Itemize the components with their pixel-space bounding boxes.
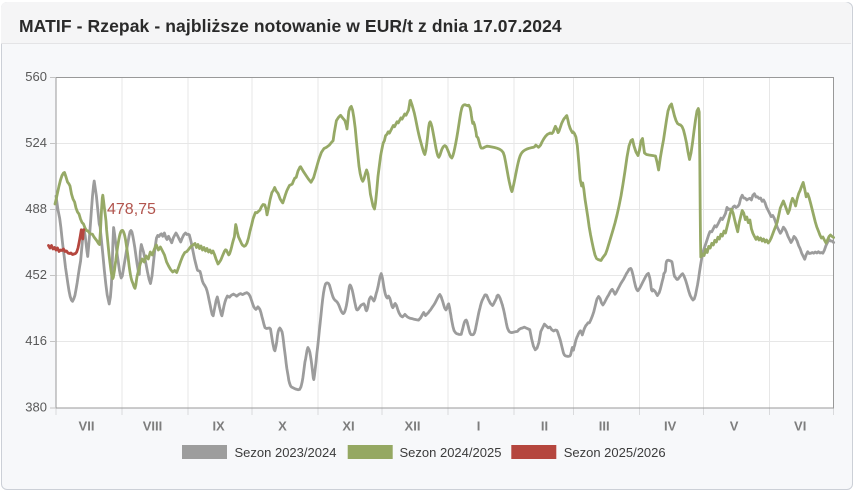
svg-text:III: III [599, 419, 610, 434]
svg-text:524: 524 [25, 135, 47, 150]
svg-text:I: I [477, 419, 481, 434]
svg-text:Sezon 2024/2025: Sezon 2024/2025 [400, 445, 502, 460]
svg-text:VIII: VIII [143, 419, 163, 434]
svg-text:II: II [541, 419, 548, 434]
svg-text:IX: IX [212, 419, 225, 434]
svg-text:IV: IV [664, 419, 677, 434]
svg-text:VII: VII [79, 419, 95, 434]
svg-text:V: V [730, 419, 739, 434]
svg-text:Sezon 2023/2024: Sezon 2023/2024 [235, 445, 337, 460]
svg-text:XI: XI [342, 419, 354, 434]
svg-text:380: 380 [25, 399, 47, 414]
svg-text:Sezon 2025/2026: Sezon 2025/2026 [564, 445, 666, 460]
svg-text:416: 416 [25, 333, 47, 348]
svg-text:452: 452 [25, 267, 47, 282]
svg-text:478,75: 478,75 [107, 201, 156, 218]
svg-text:X: X [278, 419, 287, 434]
svg-text:XII: XII [405, 419, 421, 434]
svg-text:560: 560 [25, 69, 47, 84]
svg-text:VI: VI [794, 419, 806, 434]
svg-text:488: 488 [25, 201, 47, 216]
